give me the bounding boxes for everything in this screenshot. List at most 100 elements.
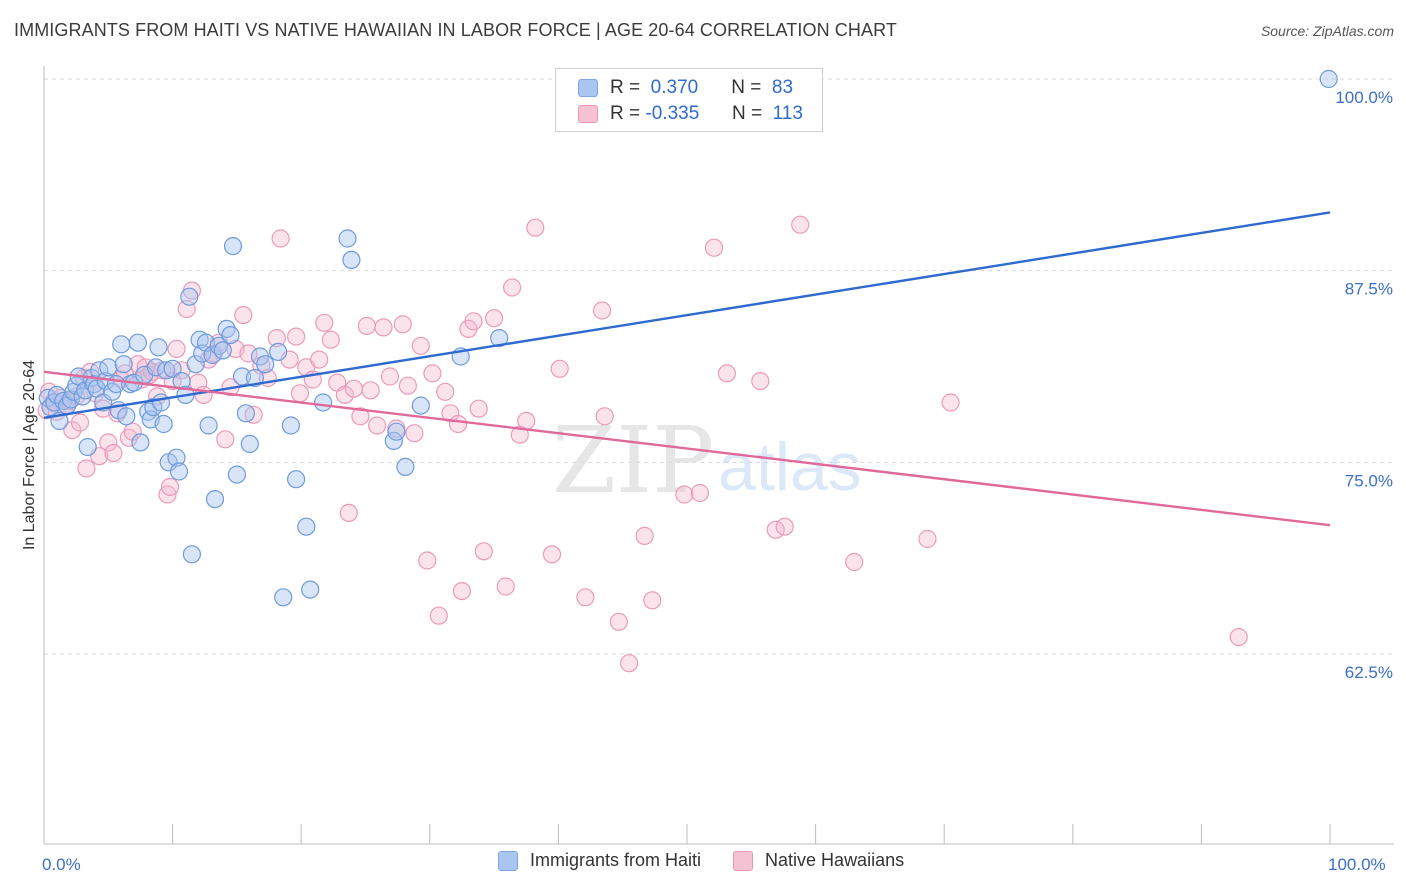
chart-source: Source: ZipAtlas.com (1260, 23, 1394, 39)
gridlines (44, 78, 1394, 655)
point-haiti (112, 335, 131, 354)
point-haiti (151, 393, 171, 412)
legend-swatch-hawaiian (578, 105, 598, 123)
point-haiti (78, 437, 97, 457)
watermark: ZIP atlas (552, 407, 862, 514)
axes (43, 66, 1394, 845)
point-hawaiian (99, 433, 118, 452)
stats-legend: R = 0.370 N = 83 R = -0.335 N = 113 (555, 68, 823, 132)
point-hawaiian (526, 218, 545, 237)
point-hawaiian (234, 306, 253, 325)
point-haiti (205, 490, 225, 509)
point-haiti (131, 433, 150, 452)
point-hawaiian (1229, 627, 1248, 647)
legend-n-value: 83 (771, 77, 794, 98)
series-legend-haiti: Immigrants from Haiti (498, 850, 701, 871)
trend-line-hawaiian (43, 370, 1331, 527)
point-hawaiian (374, 318, 393, 337)
series-legend: Immigrants from Haiti Native Hawaiians (498, 850, 936, 871)
point-haiti (342, 250, 361, 269)
x-ticks (43, 824, 1331, 844)
legend-n-label: N = (731, 103, 763, 124)
y-tick-label: 62.5% (1345, 663, 1393, 682)
point-hawaiian (290, 384, 309, 403)
point-hawaiian (351, 407, 370, 426)
point-hawaiian (310, 350, 329, 369)
chart-title: IMMIGRANTS FROM HAITI VS NATIVE HAWAIIAN… (14, 20, 897, 40)
point-hawaiian (216, 430, 235, 449)
point-hawaiian (344, 379, 363, 398)
point-haiti (163, 359, 182, 378)
point-hawaiian (609, 612, 628, 631)
point-hawaiian (775, 517, 794, 536)
y-tick-label: 75.0% (1345, 471, 1393, 490)
point-haiti (227, 465, 246, 484)
point-hawaiian (411, 336, 430, 355)
point-hawaiian (449, 414, 468, 434)
point-hawaiian (398, 376, 417, 395)
point-hawaiian (267, 329, 286, 348)
point-hawaiian (418, 551, 437, 570)
point-haiti (203, 345, 222, 365)
point-hawaiian (104, 444, 123, 463)
point-hawaiian (239, 344, 258, 363)
point-haiti (281, 416, 300, 435)
point-haiti (223, 237, 243, 256)
point-hawaiian (63, 421, 82, 440)
point-hawaiian (436, 382, 455, 401)
point-hawaiian (244, 405, 263, 424)
point-haiti (221, 326, 240, 345)
point-haiti (117, 407, 136, 426)
legend-n-label: N = (731, 77, 762, 98)
point-haiti (149, 338, 168, 357)
point-hawaiian (941, 393, 960, 412)
point-haiti (338, 229, 357, 248)
point-hawaiian (502, 278, 522, 297)
point-hawaiian (429, 606, 448, 625)
trend-line-haiti (43, 211, 1331, 420)
legend-n-value: 113 (772, 103, 803, 124)
point-hawaiian (542, 545, 562, 564)
point-haiti (128, 333, 147, 352)
y-tick-labels: 62.5% 75.0% 87.5% 100.0% (1335, 88, 1393, 682)
series-label-hawaiian: Native Hawaiians (765, 850, 905, 870)
point-haiti (287, 470, 306, 489)
point-hawaiian (361, 381, 380, 400)
point-hawaiian (339, 503, 358, 523)
point-haiti (99, 358, 118, 377)
point-hawaiian (918, 529, 937, 549)
point-haiti (180, 287, 199, 306)
point-hawaiian (751, 372, 770, 391)
point-haiti (182, 545, 201, 564)
point-hawaiian (845, 552, 864, 572)
point-hawaiian (452, 581, 471, 601)
point-haiti (269, 342, 288, 361)
point-hawaiian (469, 399, 488, 418)
point-hawaiian (70, 413, 90, 432)
point-hawaiian (287, 327, 306, 346)
point-hawaiian (717, 364, 737, 383)
point-haiti (169, 462, 189, 481)
trend-lines (43, 211, 1331, 527)
point-haiti (245, 368, 264, 388)
point-haiti (396, 457, 415, 476)
legend-r-value: 0.370 (650, 77, 699, 98)
x-tick-label-min: 0.0% (42, 855, 81, 874)
legend-swatch-haiti (578, 79, 598, 97)
point-hawaiian (160, 477, 180, 496)
point-haiti (274, 588, 293, 607)
point-haiti (1319, 69, 1338, 89)
point-hawaiian (619, 654, 639, 673)
point-haiti (297, 517, 316, 536)
series-label-haiti: Immigrants from Haiti (530, 850, 702, 870)
point-hawaiian (474, 542, 493, 561)
point-haiti (213, 341, 232, 360)
data-points (37, 69, 1338, 673)
point-hawaiian (423, 364, 442, 383)
point-haiti (314, 393, 333, 412)
series-swatch-haiti (498, 850, 518, 871)
point-hawaiian (496, 577, 515, 596)
y-axis-title: In Labor Force | Age 20-64 (21, 360, 38, 550)
point-hawaiian (592, 301, 612, 320)
